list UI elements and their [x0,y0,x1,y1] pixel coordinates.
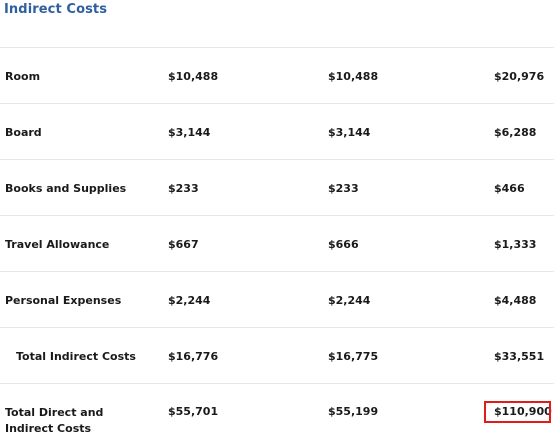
cell-value: $20,976 [494,70,545,83]
row-label: Total Direct and Indirect Costs [5,406,104,435]
table-row-board: Board $3,144 $3,144 $6,288 [0,103,554,159]
cell-value: $2,244 [168,294,211,307]
cell-value: $3,144 [328,126,371,139]
cell-value: $233 [168,182,199,195]
cell-value: $16,775 [328,350,379,363]
table-row-total-direct-and-indirect-costs: Total Direct and Indirect Costs $55,701 … [0,383,554,439]
cell-value: $667 [168,238,199,251]
cell-value: $466 [494,182,525,195]
cell-value: $55,199 [328,405,379,418]
cell-value: $10,488 [168,70,219,83]
row-label: Travel Allowance [5,238,110,251]
cell-value: $4,488 [494,294,537,307]
cell-value: $2,244 [328,294,371,307]
cell-value: $10,488 [328,70,379,83]
table-row-personal-expenses: Personal Expenses $2,244 $2,244 $4,488 [0,271,554,327]
cell-value: $110,900 [494,405,552,418]
row-label: Board [5,126,42,139]
highlight-box [484,401,551,423]
row-label: Books and Supplies [5,182,127,195]
cell-value: $16,776 [168,350,219,363]
cell-value: $6,288 [494,126,537,139]
section-title: Indirect Costs [4,2,108,17]
cell-value: $33,551 [494,350,545,363]
table-row-travel-allowance: Travel Allowance $667 $666 $1,333 [0,215,554,271]
table-row-room: Room $10,488 $10,488 $20,976 [0,47,554,103]
row-label: Total Indirect Costs [16,350,136,363]
cell-value: $233 [328,182,359,195]
cell-value: $55,701 [168,405,219,418]
row-label: Personal Expenses [5,294,122,307]
cell-value: $3,144 [168,126,211,139]
cell-value: $666 [328,238,359,251]
table-row-total-indirect-costs: Total Indirect Costs $16,776 $16,775 $33… [0,327,554,383]
table-row-books-and-supplies: Books and Supplies $233 $233 $466 [0,159,554,215]
row-label: Room [5,70,41,83]
cell-value: $1,333 [494,238,537,251]
cost-table: Room $10,488 $10,488 $20,976 Board $3,14… [0,47,554,439]
